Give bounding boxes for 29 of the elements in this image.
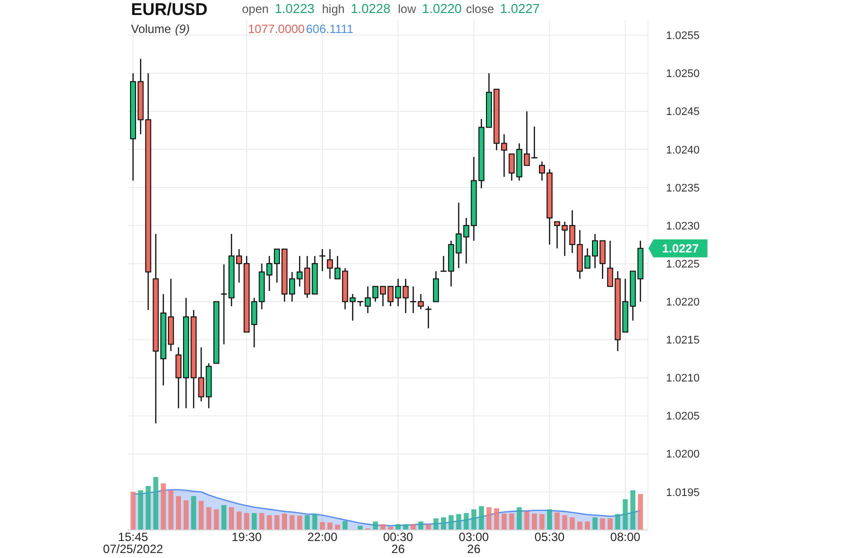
y-tick-label: 1.0255: [666, 30, 700, 42]
y-tick-label: 1.0225: [666, 258, 700, 270]
chart-title: EUR/USD: [131, 0, 208, 19]
y-tick-label: 1.0240: [666, 144, 700, 156]
y-tick-label: 1.0195: [666, 486, 700, 499]
x-tick-label: 03:00 26: [458, 530, 490, 556]
x-tick-label: 15:45 07/25/2022: [103, 530, 164, 556]
annotation: 606.1111: [306, 22, 354, 36]
text: low 1.0220: [398, 1, 462, 16]
y-tick-label: 1.0215: [666, 334, 700, 347]
x-tick-label: 05:30: [534, 530, 565, 544]
annotation: 1.0227: [662, 242, 700, 256]
text: close 1.0227: [466, 1, 540, 16]
annotation: 1077.0000: [248, 22, 306, 36]
y-tick-label: 1.0235: [666, 182, 700, 194]
chart-title: Volume (9): [131, 22, 190, 36]
y-tick-label: 1.0245: [666, 106, 700, 118]
x-tick-label: 08:00: [610, 530, 641, 544]
text: high 1.0228: [322, 1, 390, 16]
text: open 1.0223: [242, 1, 314, 16]
y-tick-label: 1.0250: [666, 68, 700, 80]
y-tick-label: 1.0220: [666, 296, 700, 308]
y-tick-label: 1.0200: [666, 448, 700, 461]
y-tick-label: 1.0210: [666, 372, 700, 385]
x-tick-label: 00:30 26: [383, 530, 414, 556]
y-tick-label: 1.0230: [666, 220, 700, 232]
x-tick-label: 22:00: [307, 530, 338, 544]
x-tick-label: 19:30: [232, 530, 262, 544]
y-tick-label: 1.0205: [666, 410, 700, 423]
